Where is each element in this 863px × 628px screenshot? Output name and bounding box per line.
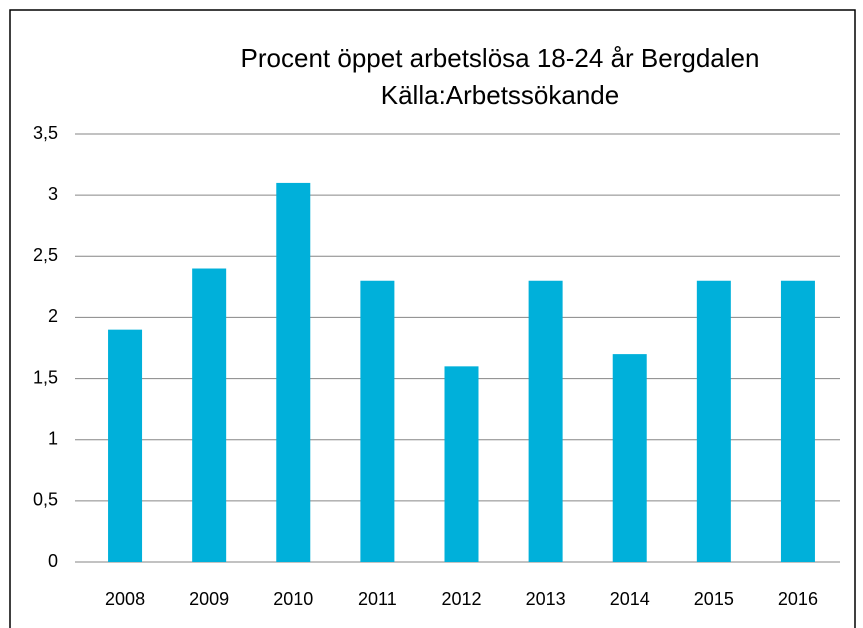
x-tick-label: 2013 <box>526 589 566 609</box>
x-tick-label: 2012 <box>441 589 481 609</box>
bar <box>444 366 479 562</box>
bar <box>528 280 563 562</box>
x-tick-label: 2011 <box>358 589 397 609</box>
x-tick-label: 2008 <box>105 589 145 609</box>
bar <box>360 280 395 562</box>
x-tick-label: 2015 <box>694 589 734 609</box>
x-tick-label: 2014 <box>610 589 650 609</box>
y-tick-label: 2 <box>48 306 58 326</box>
y-tick-label: 0 <box>48 551 58 571</box>
bar <box>612 354 647 562</box>
x-tick-label: 2010 <box>273 589 313 609</box>
y-tick-label: 3 <box>48 184 58 204</box>
bar <box>780 280 815 562</box>
y-tick-label: 1,5 <box>33 367 58 387</box>
y-tick-label: 0,5 <box>33 490 58 510</box>
bar <box>192 268 227 562</box>
y-tick-label: 3,5 <box>33 123 58 143</box>
y-tick-label: 2,5 <box>33 245 58 265</box>
chart-subtitle: Källa:Arbetssökande <box>381 80 619 110</box>
bar <box>276 182 311 562</box>
y-tick-label: 1 <box>48 428 58 448</box>
chart-title: Procent öppet arbetslösa 18-24 år Bergda… <box>241 43 760 73</box>
bar <box>108 329 143 562</box>
x-tick-label: 2009 <box>189 589 229 609</box>
x-tick-label: 2016 <box>778 589 818 609</box>
bar <box>696 280 731 562</box>
